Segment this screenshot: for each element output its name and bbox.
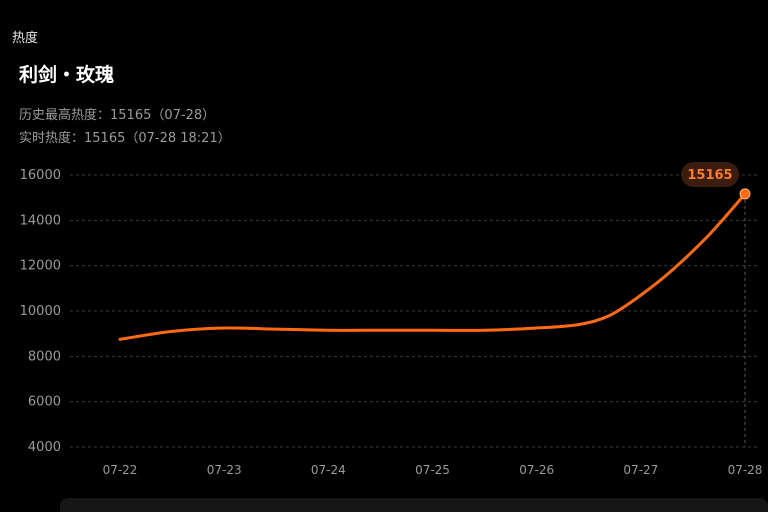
y-tick-label: 16000 <box>20 168 61 183</box>
x-tick-label: 07-25 <box>415 463 450 477</box>
y-tick-label: 8000 <box>28 349 61 364</box>
x-tick-label: 07-28 <box>728 463 763 477</box>
y-axis: 4000 6000 8000 10000 12000 14000 16000 <box>20 168 61 455</box>
series-line <box>118 192 747 341</box>
y-tick-label: 12000 <box>20 259 61 274</box>
x-tick-label: 07-23 <box>207 463 242 477</box>
realtime-heat-text: 实时热度：15165（07-28 18:21） <box>19 131 231 146</box>
x-axis: 07-22 07-23 07-24 07-25 07-26 07-27 07-28 <box>103 463 763 477</box>
series-group <box>118 192 747 341</box>
highlight-group: 15165 <box>681 162 751 447</box>
highlight-point[interactable] <box>739 188 751 200</box>
bottom-panel-edge <box>60 498 768 512</box>
y-tick-label: 10000 <box>20 304 61 319</box>
y-tick-label: 6000 <box>28 395 61 410</box>
section-label: 热度 <box>12 31 39 46</box>
y-tick-label: 14000 <box>20 213 61 228</box>
grid-lines <box>70 174 760 448</box>
page-title: 利剑・玫瑰 <box>19 64 115 86</box>
x-tick-label: 07-24 <box>311 463 346 477</box>
value-badge <box>681 162 739 187</box>
x-tick-label: 07-26 <box>519 463 554 477</box>
x-tick-label: 07-27 <box>623 463 658 477</box>
history-high-text: 历史最高热度：15165（07-28） <box>19 108 216 123</box>
value-badge-label: 15165 <box>687 168 732 183</box>
x-tick-label: 07-22 <box>103 463 138 477</box>
y-tick-label: 4000 <box>28 440 61 455</box>
